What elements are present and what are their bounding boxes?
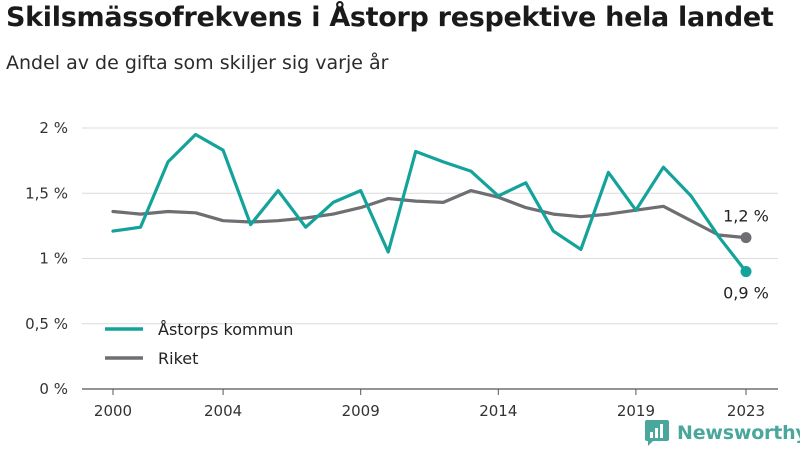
legend-label: Riket bbox=[158, 349, 198, 368]
y-tick-label: 1 % bbox=[39, 250, 68, 268]
brand-logo: Newsworthy bbox=[645, 420, 800, 446]
x-tick-label: 2023 bbox=[727, 402, 765, 420]
end-point-astorp bbox=[740, 266, 752, 278]
x-axis-ticks: 2000 2004 2009 2014 2019 2023 bbox=[94, 389, 765, 420]
newsworthy-logo-icon bbox=[645, 420, 669, 446]
chart-title: Skilsmässofrekvens i Åstorp respektive h… bbox=[6, 2, 774, 33]
x-tick-label: 2009 bbox=[342, 402, 380, 420]
y-tick-label: 0,5 % bbox=[25, 315, 68, 333]
brand-name: Newsworthy bbox=[677, 422, 800, 444]
series-line-riket bbox=[111, 189, 748, 240]
legend-label: Åstorps kommun bbox=[158, 320, 293, 339]
gridlines bbox=[82, 127, 778, 390]
series-line-astorp bbox=[111, 132, 748, 274]
end-value-label: 0,9 % bbox=[723, 284, 769, 303]
end-value-label: 1,2 % bbox=[723, 207, 769, 226]
x-tick-label: 2000 bbox=[94, 402, 132, 420]
x-tick-label: 2004 bbox=[204, 402, 242, 420]
chart-subtitle: Andel av de gifta som skiljer sig varje … bbox=[6, 52, 389, 74]
x-tick-label: 2019 bbox=[617, 402, 655, 420]
y-axis-ticks: 0 % 0,5 % 1 % 1,5 % 2 % bbox=[25, 119, 68, 398]
y-tick-label: 0 % bbox=[39, 380, 68, 398]
legend: Åstorps kommun Riket bbox=[105, 320, 293, 368]
x-tick-label: 2014 bbox=[479, 402, 517, 420]
series-lines: 1,2 % 0,9 % bbox=[111, 132, 769, 303]
y-tick-label: 1,5 % bbox=[25, 184, 68, 202]
end-point-riket bbox=[740, 232, 752, 244]
y-tick-label: 2 % bbox=[39, 119, 68, 137]
